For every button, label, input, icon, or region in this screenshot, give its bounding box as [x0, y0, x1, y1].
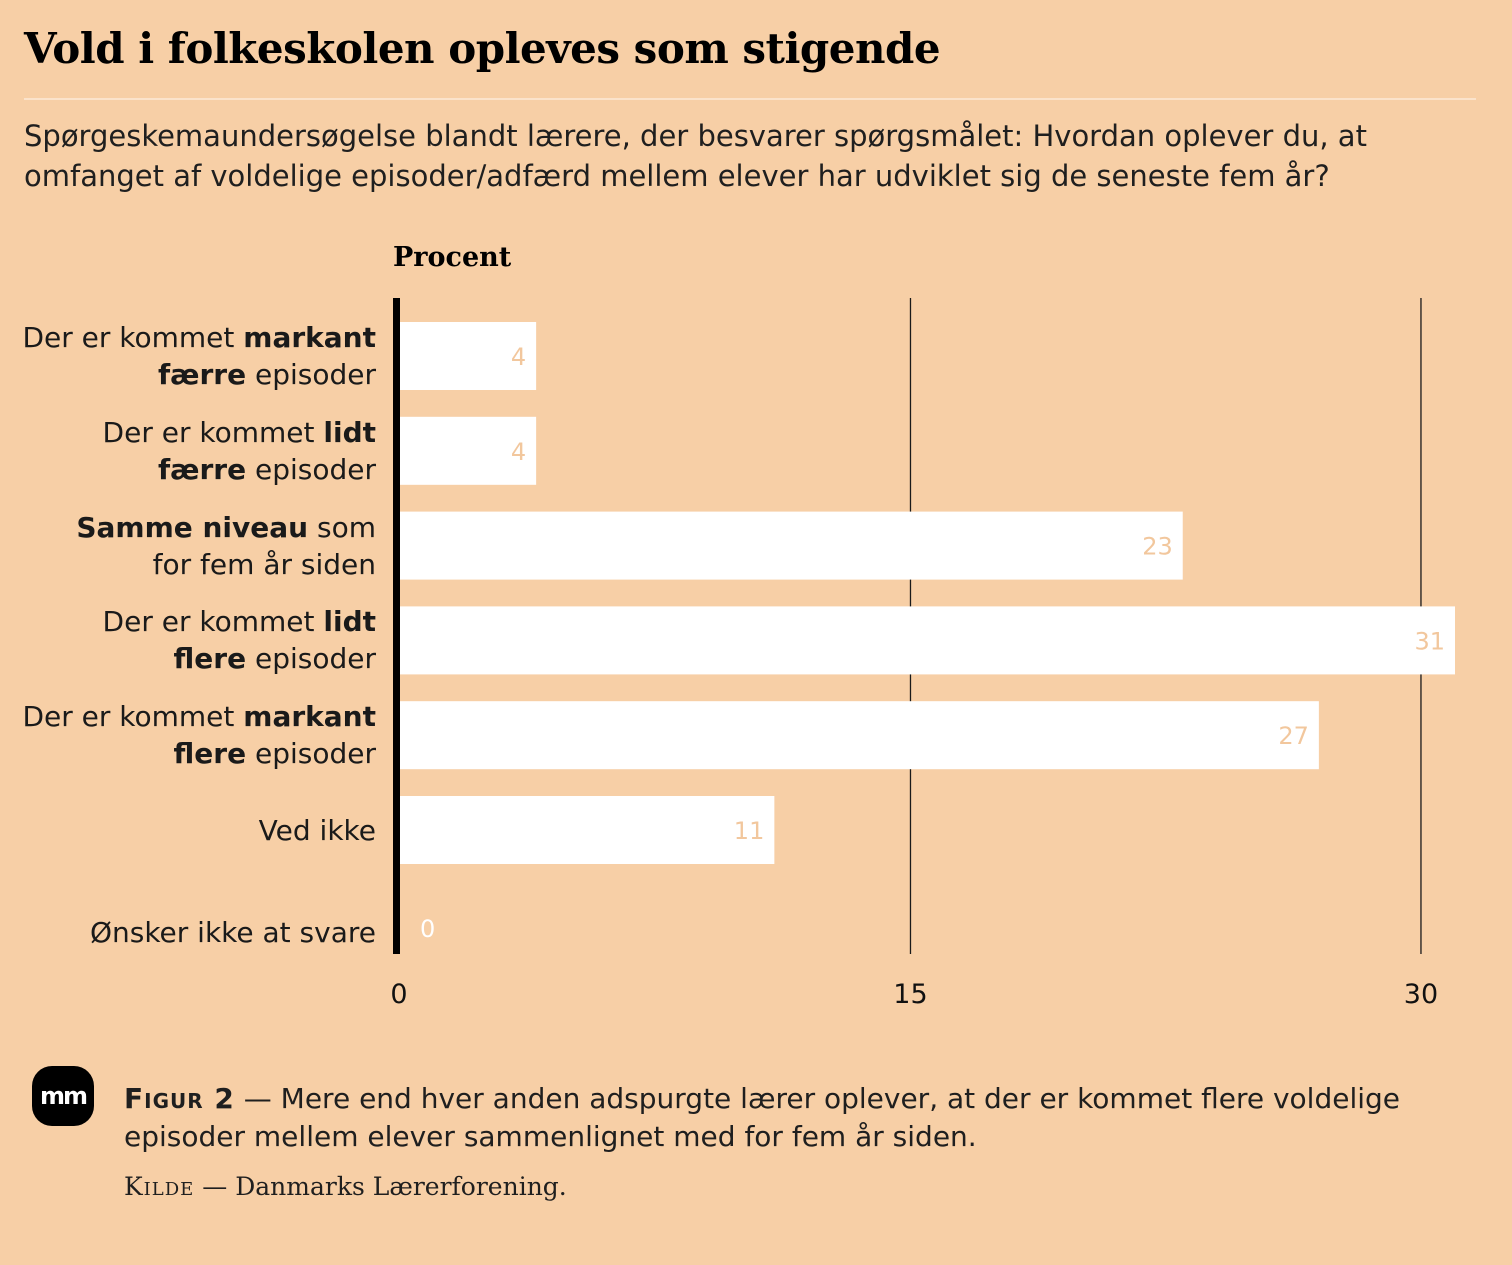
category-label: Der er kommet lidt færre episoder: [102, 415, 376, 486]
source-line: Kilde — Danmarks Lærerforening.: [124, 1172, 567, 1201]
title-divider: [24, 98, 1476, 100]
source-separator: —: [194, 1172, 236, 1201]
bar-2: [400, 511, 1183, 580]
figure-label: Figur 2: [124, 1082, 235, 1115]
value-label-4: 27: [1278, 722, 1309, 750]
figure-caption: Figur 2 — Mere end hver anden adspurgte …: [124, 1080, 1474, 1156]
bar-4: [400, 701, 1319, 770]
value-label-3: 31: [1414, 627, 1445, 655]
chart-subtitle: Spørgeskemaundersøgelse blandt lærere, d…: [24, 119, 1367, 193]
source-label: Kilde: [124, 1172, 195, 1201]
value-label-1: 4: [511, 438, 526, 466]
category-label: Der er kommet markant flere episoder: [22, 700, 376, 771]
bar-5: [400, 796, 775, 864]
category-label: Der er kommet lidt flere episoder: [102, 605, 376, 676]
figure-text: Mere end hver anden adspurgte lærer ople…: [124, 1082, 1401, 1153]
value-label-2: 23: [1142, 533, 1173, 561]
bar-0: [400, 322, 537, 390]
category-label: Ønsker ikke at svare: [89, 916, 376, 950]
zero-axis: [393, 298, 400, 954]
category-label: Samme niveau som for fem år siden: [76, 510, 376, 581]
category-label: Ved ikke: [258, 813, 376, 847]
value-label-6: 0: [420, 915, 435, 943]
source-text: Danmarks Lærerforening.: [235, 1172, 567, 1201]
value-label-5: 11: [734, 817, 765, 845]
bar-1: [400, 416, 537, 485]
bar-chart: 4 4 23 31 27 11 0 0 15 30: [390, 298, 1455, 1010]
value-label-0: 4: [511, 343, 526, 371]
chart-title: Vold i folkeskolen opleves som stigende: [24, 24, 941, 73]
tick-label-15: 15: [893, 979, 927, 1010]
brand-logo: mm: [32, 1066, 94, 1126]
tick-label-30: 30: [1404, 979, 1438, 1010]
unit-label: Procent: [393, 242, 512, 273]
figure-separator: —: [234, 1082, 281, 1115]
tick-label-0: 0: [390, 979, 407, 1010]
bar-3: [400, 606, 1455, 675]
category-label: Der er kommet markant færre episoder: [22, 321, 376, 391]
